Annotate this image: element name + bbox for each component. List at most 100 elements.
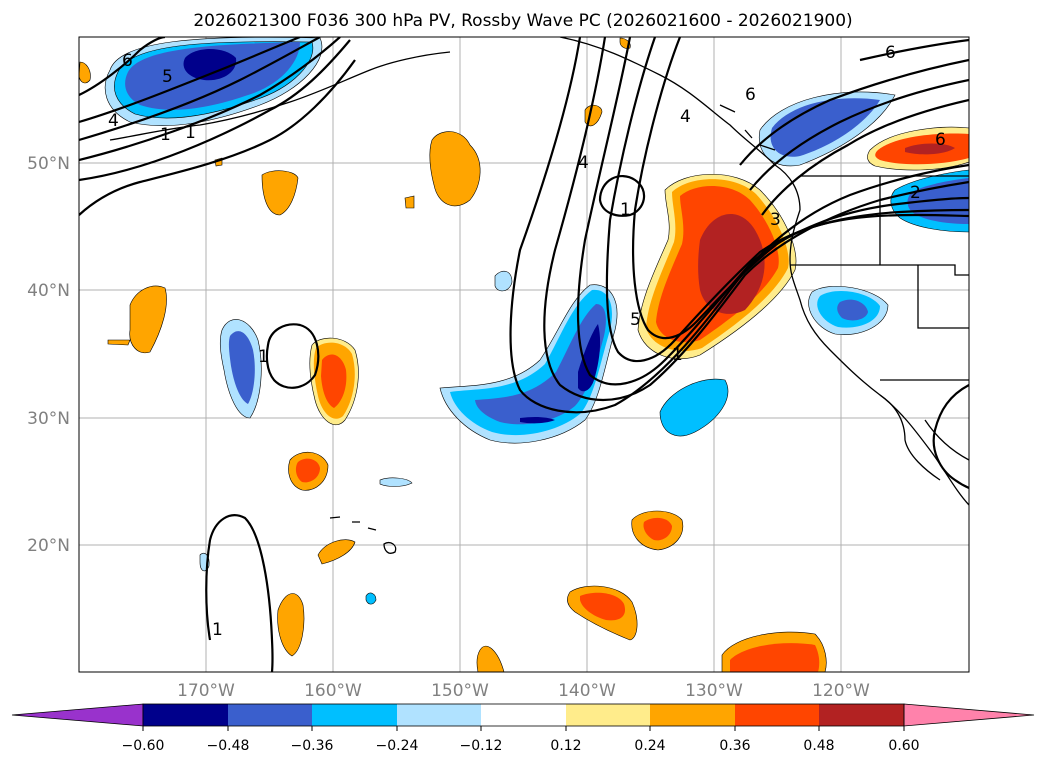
pos-blob-south-red <box>580 592 626 621</box>
figure-title: 2026021300 F036 300 hPa PV, Rossby Wave … <box>193 11 852 31</box>
colorbar: −0.60 −0.48 −0.36 −0.24 −0.12 0.12 0.24 … <box>11 703 1035 754</box>
contour-label: 4 <box>680 107 691 127</box>
contour-label: 1 <box>160 125 171 145</box>
contour-label: 1 <box>620 200 631 220</box>
positive-anomalies <box>79 37 969 672</box>
colorbar-frame <box>142 703 905 727</box>
lon-label: 120°W <box>812 681 870 701</box>
colorbar-label: 0.60 <box>888 738 919 754</box>
neg-blob-subtropic <box>659 378 729 437</box>
colorbar-label: −0.36 <box>291 738 334 754</box>
neg-blob-small-2 <box>379 477 413 487</box>
contour-topleft <box>79 37 166 96</box>
neg-blob-trough-peak <box>520 324 601 424</box>
neg-blob-california-core <box>837 299 868 321</box>
coastlines <box>109 37 969 554</box>
contour-label: 6 <box>122 51 133 71</box>
coast-hawaii <box>329 516 397 554</box>
contour-lines <box>79 37 969 672</box>
pos-blob-trop-red <box>643 517 672 541</box>
colorbar-label: −0.12 <box>460 738 503 754</box>
contour-label: 1 <box>672 345 683 365</box>
pos-blob-north-2 <box>261 170 299 216</box>
lat-axis-labels: 50°N 40°N 30°N 20°N <box>27 154 70 556</box>
contour-trough-2 <box>543 37 969 401</box>
colorbar-label: −0.24 <box>376 738 419 754</box>
contour-3 <box>79 37 341 162</box>
colorbar-label: 0.36 <box>719 738 750 754</box>
colorbar-label: 0.48 <box>803 738 834 754</box>
contour-label: 6 <box>745 85 756 105</box>
contour-closed-low <box>598 174 646 217</box>
neg-blob-bc-mid <box>770 98 880 157</box>
lat-label: 20°N <box>27 536 70 556</box>
neg-blob-aleutian-peak <box>183 49 237 81</box>
contour-trough-3 <box>576 37 969 386</box>
contour-5 <box>79 59 356 216</box>
contour-label: 1 <box>258 347 269 367</box>
coast-baja <box>879 394 941 481</box>
contour-ridge-3 <box>761 98 969 216</box>
contour-east-loop <box>932 384 969 490</box>
coast-state-1 <box>790 264 969 276</box>
colorbar-label: −0.60 <box>122 738 165 754</box>
contour-ridge-1 <box>739 58 969 166</box>
contour-1 <box>79 37 301 124</box>
colorbar-label: −0.48 <box>207 738 250 754</box>
contour-label: 6 <box>885 43 896 63</box>
lon-label: 170°W <box>177 681 235 701</box>
contour-4 <box>79 39 351 182</box>
contour-trough-5 <box>631 37 969 340</box>
pos-blob-west <box>107 285 167 354</box>
map-frame <box>78 36 970 673</box>
contour-label: 5 <box>162 67 173 87</box>
lon-label: 160°W <box>304 681 362 701</box>
coast-pacific-nw <box>789 209 969 506</box>
neg-blob-small-4 <box>365 592 377 605</box>
colorbar-segment <box>566 704 650 726</box>
contour-ridge-4 <box>859 38 969 62</box>
colorbar-segment <box>735 704 819 726</box>
contour-label: 1 <box>212 620 223 640</box>
coast-state-2 <box>879 176 969 329</box>
colorbar-segment <box>481 704 566 726</box>
contour-ridge-2 <box>749 78 969 191</box>
pos-blob-center-red <box>321 354 347 408</box>
colorbar-label: 0.24 <box>634 738 665 754</box>
colorbar-segment <box>228 704 312 726</box>
coast-ak-islands <box>719 104 776 151</box>
contour-label: 5 <box>630 310 641 330</box>
lon-axis-labels: 170°W 160°W 150°W 140°W 130°W 120°W <box>177 681 870 701</box>
contour-closed-circle <box>265 323 320 389</box>
pos-blob-mid-red <box>295 458 320 483</box>
lat-label: 50°N <box>27 154 70 174</box>
lat-label: 30°N <box>27 409 70 429</box>
pos-blob-tiny-2 <box>404 195 415 209</box>
lon-label: 130°W <box>685 681 743 701</box>
pos-blob-nw-coast-core <box>905 143 955 155</box>
colorbar-extend-min <box>11 703 144 727</box>
neg-blob-west-core <box>228 331 255 404</box>
contour-2 <box>79 37 321 142</box>
colorbar-extend-max <box>903 703 1035 727</box>
map-area: 6 5 4 6 4 4 5 3 6 6 2 1 1 1 1 1 1 <box>78 36 970 673</box>
colorbar-segment <box>143 704 228 726</box>
pos-blob-tiny-4 <box>79 61 91 84</box>
pos-blob-sw-2 <box>277 593 305 657</box>
colorbar-label: 0.12 <box>550 738 581 754</box>
coast-alaska <box>559 37 801 211</box>
neg-blob-small-1 <box>494 270 513 292</box>
coast-aleutians <box>109 51 451 141</box>
contour-label: 4 <box>578 153 589 173</box>
contour-label-group: 6 5 4 6 4 4 5 3 6 6 2 1 1 1 1 1 1 <box>108 43 946 640</box>
colorbar-segment <box>650 704 735 726</box>
contour-label: 2 <box>910 183 921 203</box>
pos-blob-sw <box>317 539 356 565</box>
colorbar-ticks <box>142 726 905 731</box>
contour-south-loop <box>205 514 274 672</box>
contour-label: 4 <box>108 111 119 131</box>
pos-blob-north <box>429 131 481 207</box>
colorbar-labels: −0.60 −0.48 −0.36 −0.24 −0.12 0.12 0.24 … <box>122 738 920 754</box>
contour-label: 1 <box>185 123 196 143</box>
pos-blob-se-red <box>730 643 820 672</box>
